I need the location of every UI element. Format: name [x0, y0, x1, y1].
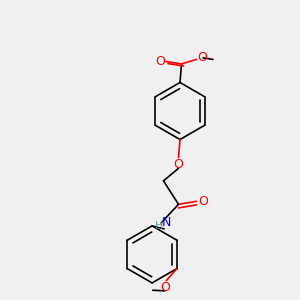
Text: O: O [161, 281, 171, 294]
Text: O: O [198, 51, 207, 64]
Text: O: O [173, 158, 183, 171]
Text: H: H [154, 221, 163, 231]
Text: O: O [155, 55, 165, 68]
Text: N: N [162, 216, 171, 230]
Text: O: O [198, 195, 208, 208]
